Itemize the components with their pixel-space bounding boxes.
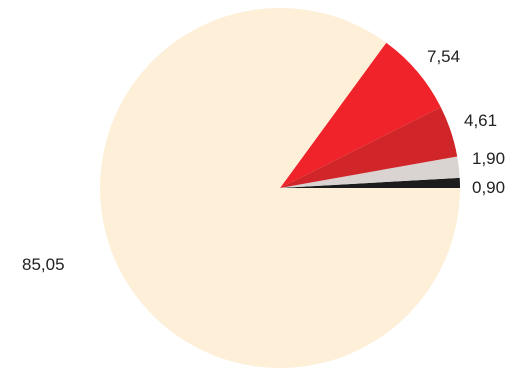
pie-slice-85-05	[100, 7, 461, 368]
slice-label-4-61: 4,61	[464, 111, 497, 130]
pie-slices	[100, 7, 461, 368]
pie-slice-0-90	[280, 177, 460, 188]
slice-label-0-90: 0,90	[472, 178, 505, 197]
pie-slice-4-61	[280, 107, 458, 188]
pie-slice-7-54	[280, 42, 441, 189]
slice-label-1-90: 1,90	[472, 149, 505, 168]
pie-slice-1-90	[280, 156, 460, 188]
slice-label-7-54: 7,54	[427, 47, 460, 66]
slice-label-85-05: 85,05	[22, 255, 65, 274]
pie-labels: 0,90 1,90 4,61 7,54 85,05	[22, 47, 505, 274]
